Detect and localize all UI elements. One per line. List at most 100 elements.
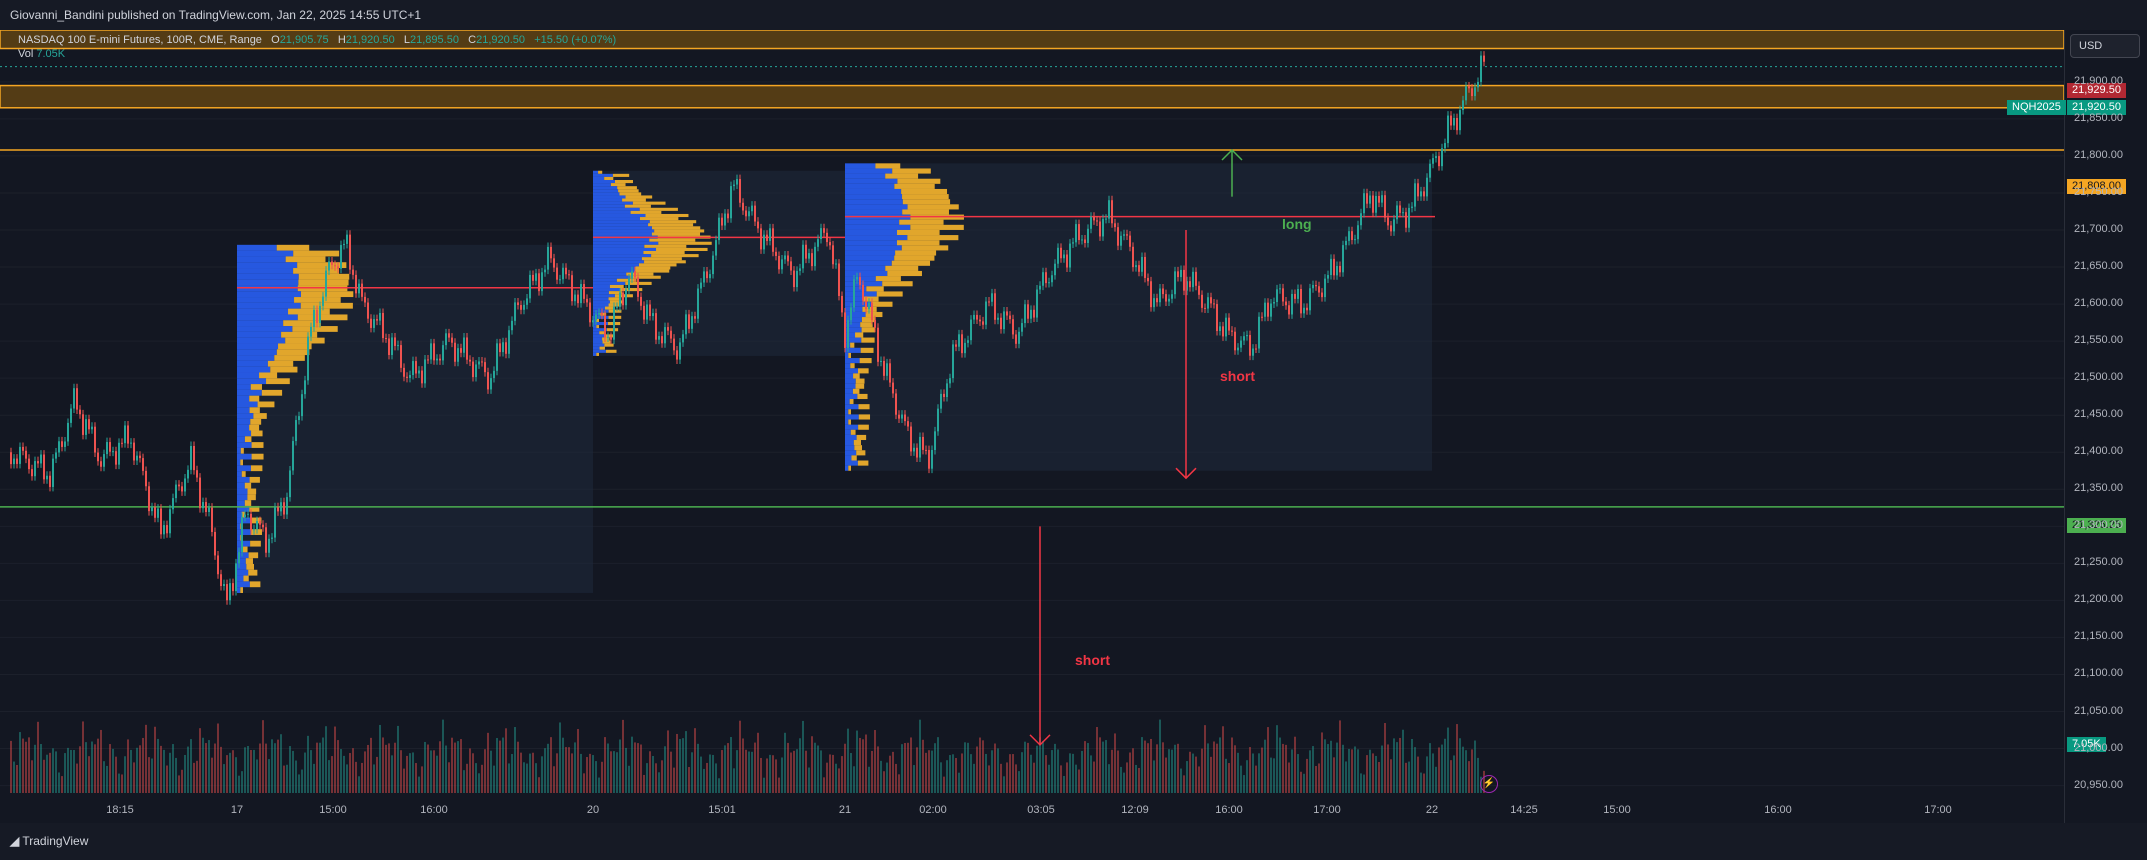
profile-bar-volume bbox=[281, 331, 318, 338]
candle-body bbox=[718, 217, 720, 241]
volume-bar bbox=[160, 745, 162, 793]
profile-bar-volume bbox=[885, 173, 919, 179]
volume-bar bbox=[337, 740, 339, 793]
volume-bar bbox=[1384, 723, 1386, 793]
candle-body bbox=[484, 362, 486, 373]
profile-bar-volume bbox=[251, 430, 263, 437]
volume-bar bbox=[547, 743, 549, 793]
profile-bar-volume bbox=[267, 360, 294, 367]
profile-bar-value-area bbox=[237, 476, 250, 483]
time-tick: 03:05 bbox=[1027, 804, 1055, 816]
candle-body bbox=[1417, 183, 1419, 197]
volume-bar bbox=[265, 743, 267, 793]
candle-body bbox=[397, 345, 399, 347]
time-tick: 16:00 bbox=[1215, 804, 1243, 816]
volume-bar bbox=[469, 748, 471, 793]
volume-bar bbox=[811, 736, 813, 793]
candle-body bbox=[676, 350, 678, 360]
profile-bar-volume bbox=[625, 195, 653, 199]
candle-body bbox=[88, 419, 90, 430]
candle-body bbox=[793, 270, 795, 288]
profile-bar-value-area bbox=[593, 337, 603, 341]
candle-body bbox=[721, 217, 723, 226]
candle-body bbox=[889, 363, 891, 383]
currency-selector[interactable]: USD bbox=[2070, 34, 2140, 58]
volume-bar bbox=[823, 777, 825, 793]
volume-bar bbox=[1180, 768, 1182, 793]
profile-bar-volume bbox=[245, 558, 253, 564]
profile-bar-volume bbox=[249, 581, 261, 588]
profile-bar-value-area bbox=[593, 291, 609, 295]
volume-bar bbox=[838, 768, 840, 793]
profile-bar-volume bbox=[622, 198, 646, 202]
profile-bar-value-area bbox=[593, 247, 657, 251]
candle-body bbox=[1423, 191, 1425, 197]
candle-body bbox=[304, 380, 306, 395]
profile-bar-value-area bbox=[593, 346, 600, 350]
volume-bar bbox=[1255, 765, 1257, 793]
candle-body bbox=[352, 269, 354, 275]
volume-bar bbox=[25, 741, 27, 793]
profile-bar-volume bbox=[249, 476, 260, 483]
profile-bar-volume bbox=[598, 170, 603, 174]
candle-body bbox=[988, 301, 990, 303]
candle-body bbox=[55, 452, 57, 459]
candle-body bbox=[427, 359, 429, 361]
profile-bar-value-area bbox=[237, 250, 294, 257]
volume-bar bbox=[1039, 737, 1041, 793]
volume-bar bbox=[1156, 744, 1158, 793]
price-axis[interactable] bbox=[2064, 30, 2147, 823]
profile-bar-volume bbox=[855, 383, 865, 389]
candle-body bbox=[1396, 205, 1398, 220]
profile-bar-value-area bbox=[593, 180, 615, 184]
candle-body bbox=[508, 330, 510, 354]
profile-bar-volume bbox=[643, 250, 685, 255]
candle-body bbox=[481, 361, 483, 363]
profile-bar-value-area bbox=[237, 366, 271, 373]
profile-bar-value-area bbox=[593, 192, 620, 196]
volume-bar bbox=[1066, 762, 1068, 793]
volume-bar bbox=[688, 767, 690, 793]
volume-bar bbox=[733, 768, 735, 793]
profile-bar-volume bbox=[895, 250, 937, 256]
profile-bar-volume bbox=[851, 455, 857, 461]
candle-body bbox=[226, 584, 228, 601]
chart-pane[interactable] bbox=[0, 30, 2064, 823]
profile-bar-value-area bbox=[237, 546, 243, 553]
candle-body bbox=[1213, 303, 1215, 305]
volume-bar bbox=[67, 747, 69, 793]
volume-bar bbox=[1048, 764, 1050, 793]
candle-body bbox=[649, 304, 651, 317]
candle-body bbox=[433, 343, 435, 361]
price-chart[interactable] bbox=[0, 30, 2064, 823]
candle-body bbox=[1252, 348, 1254, 356]
profile-bar-value-area bbox=[237, 500, 245, 506]
candle-body bbox=[1186, 281, 1188, 291]
profile-bar-volume bbox=[300, 302, 353, 309]
volume-bar bbox=[202, 737, 204, 793]
candle-body bbox=[115, 451, 117, 465]
candle-body bbox=[739, 179, 741, 203]
profile-bar-value-area bbox=[237, 291, 301, 298]
candle-body bbox=[1231, 330, 1233, 332]
candle-body bbox=[448, 333, 450, 338]
candle-body bbox=[1138, 265, 1140, 272]
profile-bar-volume bbox=[632, 201, 666, 205]
profile-bar-value-area bbox=[845, 270, 888, 277]
candle-body bbox=[217, 555, 219, 575]
volume-bar bbox=[835, 763, 837, 793]
profile-bar-value-area bbox=[237, 372, 260, 379]
profile-bar-volume bbox=[249, 505, 260, 512]
volume-bar bbox=[961, 753, 963, 793]
candle-body bbox=[1261, 316, 1263, 318]
volume-bar bbox=[1378, 761, 1380, 793]
volume-bar bbox=[19, 732, 21, 793]
candle-body bbox=[1459, 110, 1461, 131]
candle-body bbox=[844, 312, 846, 348]
volume-bar bbox=[1345, 761, 1347, 793]
profile-bar-value-area bbox=[237, 488, 248, 495]
volume-bar bbox=[1408, 761, 1410, 793]
candle-body bbox=[1483, 55, 1485, 62]
candle-body bbox=[1180, 269, 1182, 278]
lightning-icon[interactable]: ⚡ bbox=[1480, 775, 1498, 793]
